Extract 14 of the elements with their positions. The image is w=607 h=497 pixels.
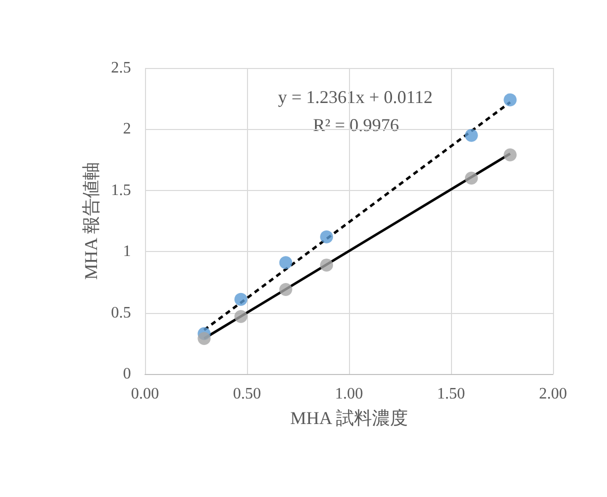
y-axis-title: MHA 報告値軸 [81, 162, 101, 280]
y-tick-label: 0.5 [111, 304, 131, 322]
annotation: y = 1.2361x + 0.0112 [278, 87, 433, 107]
x-tick-label: 2.00 [539, 386, 567, 402]
y-tick-label: 2 [123, 120, 131, 138]
y-tick-label: 2.5 [111, 60, 131, 76]
x-tick-label: 0.50 [233, 386, 261, 402]
x-axis-title: MHA 試料濃度 [290, 408, 408, 428]
x-tick-label: 1.50 [437, 386, 465, 402]
x-tick-label: 1.00 [335, 386, 363, 402]
x-tick-label: 0.00 [131, 386, 159, 402]
y-tick-label: 1 [123, 243, 131, 260]
y-tick-label: 1.5 [111, 182, 131, 199]
y-tick-label: 0 [123, 366, 131, 382]
